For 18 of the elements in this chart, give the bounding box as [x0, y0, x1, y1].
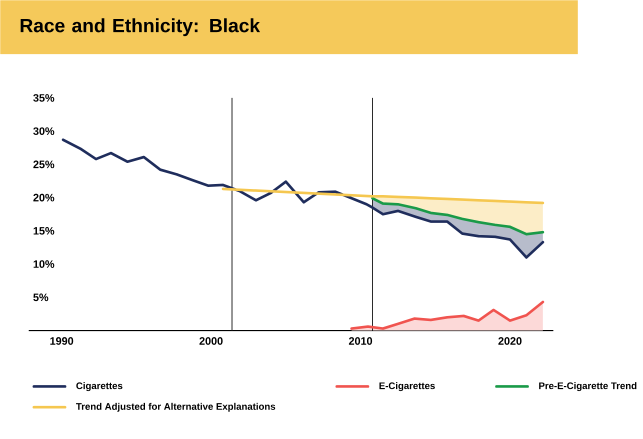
- y-tick-label: 15%: [34, 226, 54, 235]
- x-tick-label: 2010: [348, 337, 372, 345]
- x-tick-label: 2000: [199, 337, 223, 345]
- legend-label: Cigarettes: [76, 382, 122, 391]
- legend-label: Trend Adjusted for Alternative Explanations: [76, 402, 276, 412]
- legend-label: Pre-E-Cigarette Trend: [539, 382, 636, 391]
- y-tick-label: 25%: [33, 160, 54, 168]
- legend-label: E-Cigarettes: [379, 382, 435, 391]
- y-tick-label: 30%: [33, 127, 54, 135]
- x-tick-label: 2020: [498, 337, 522, 345]
- y-tick-label: 20%: [33, 194, 54, 202]
- chart-title: Race and Ethnicity: Black: [20, 18, 260, 36]
- x-tick-label: 1990: [50, 337, 74, 345]
- line-series: [62, 138, 544, 259]
- y-tick-label: 5%: [33, 293, 48, 302]
- line-series: [222, 188, 544, 204]
- y-tick-label: 35%: [33, 94, 54, 102]
- y-tick-label: 10%: [34, 260, 54, 268]
